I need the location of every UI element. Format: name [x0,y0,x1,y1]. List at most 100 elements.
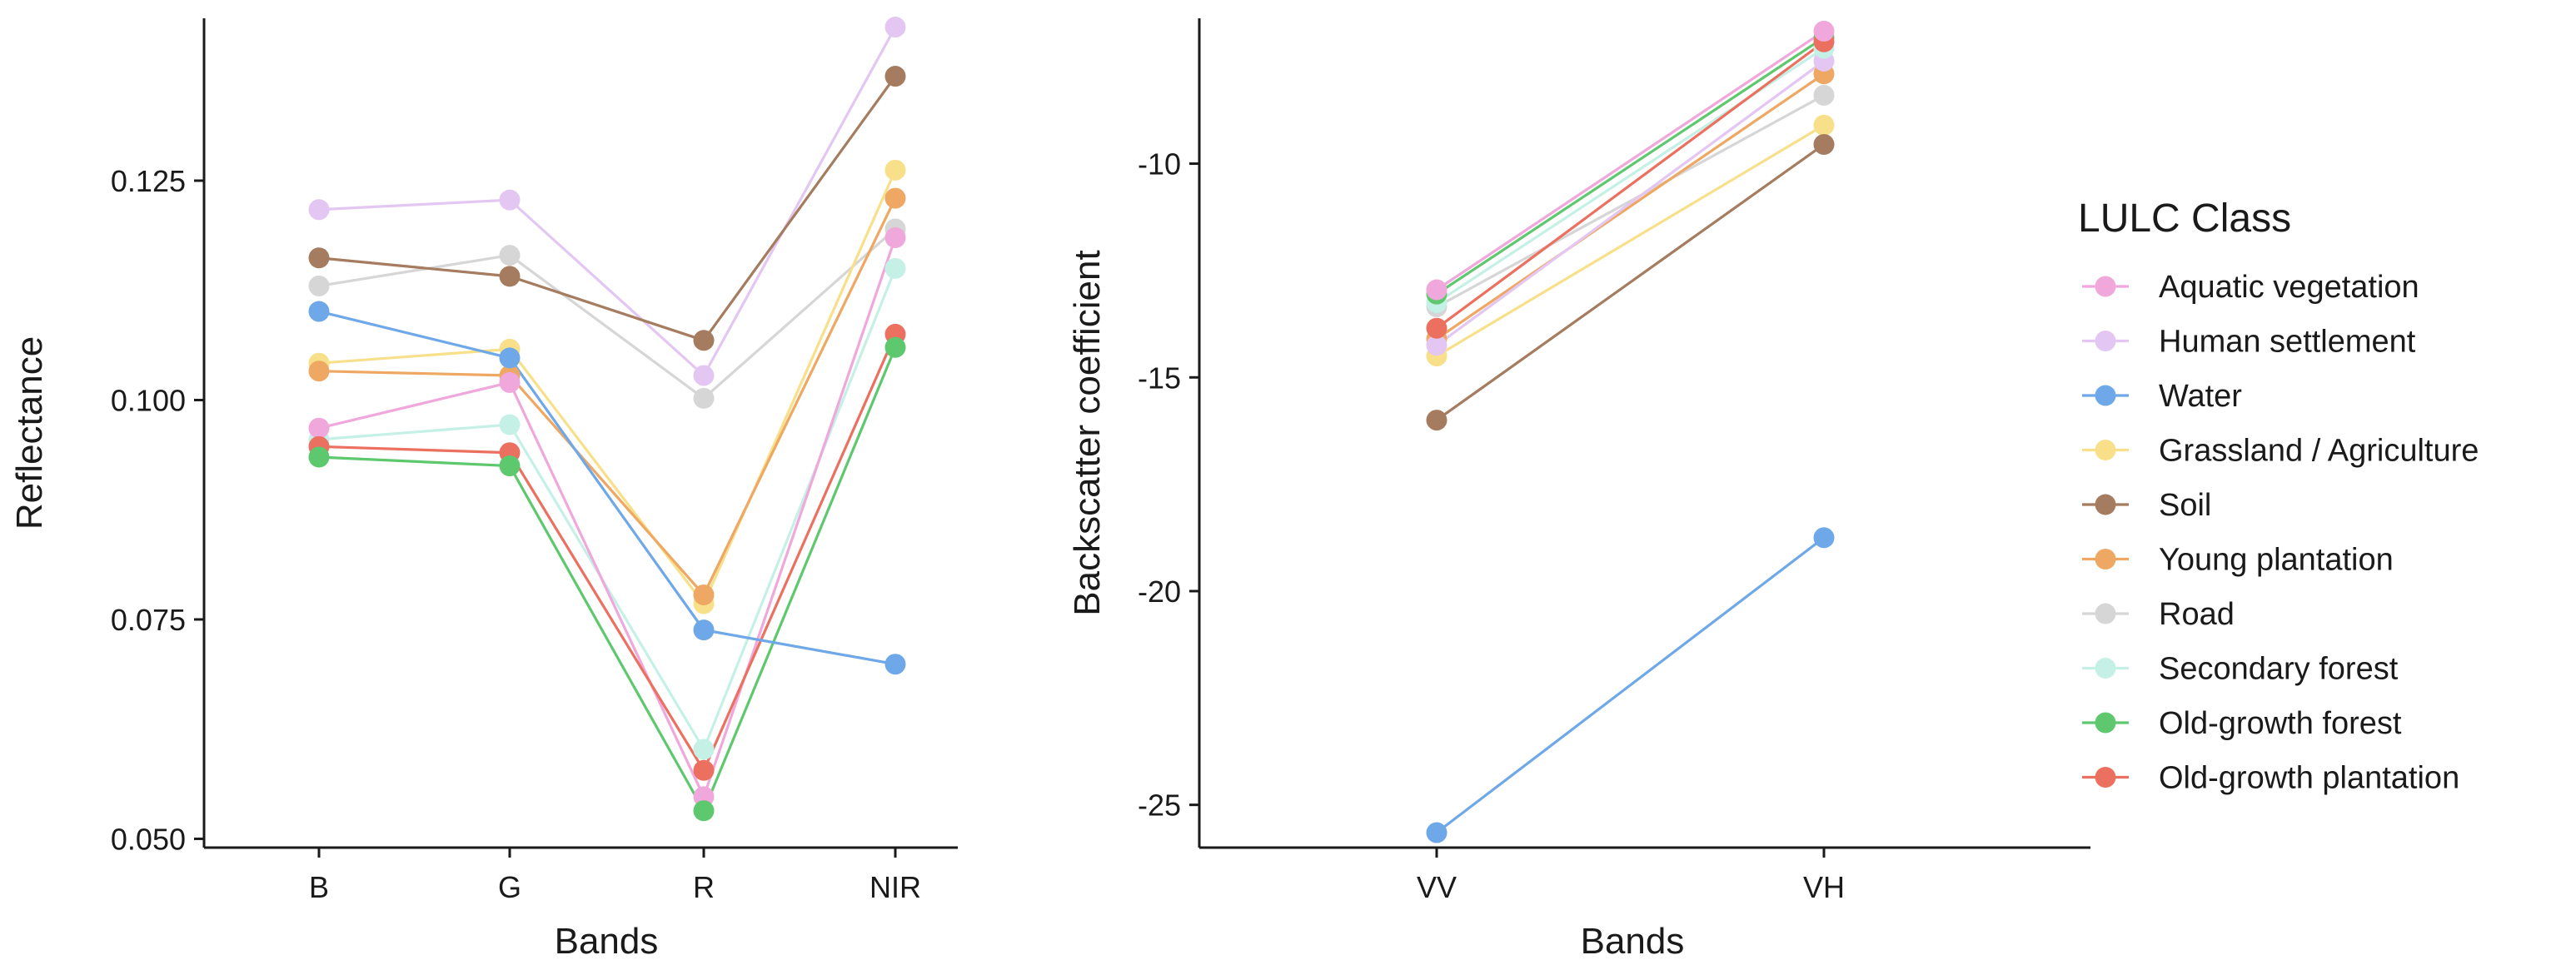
reflectance-point-aquatic-vegetation-b [308,417,330,439]
legend-key-point-old-growth-plantation [2095,767,2116,788]
legend-label-road: Road [2159,597,2235,632]
reflectance-point-aquatic-vegetation-g [499,371,521,393]
reflectance-line-water [318,310,896,666]
reflectance-x-tick-label-nir: NIR [869,870,921,904]
backscatter-line-young-plantation [1436,72,1825,341]
legend-label-young-plantation: Young plantation [2159,543,2394,578]
legend-items: Aquatic vegetation Human settlement Water G… [2082,270,2479,796]
reflectance-line-old-growth-forest [318,346,897,814]
legend-key-point-road [2095,603,2116,624]
legend-item-water: Water [2082,379,2242,414]
legend-item-soil: Soil [2082,488,2211,523]
reflectance-line-grassland-agriculture [318,169,897,607]
backscatter-x-axis-title: Bands [1581,921,1685,962]
reflectance-point-water-r [693,619,715,641]
reflectance-point-young-plantation-b [308,361,330,382]
reflectance-point-water-nir [884,654,906,675]
reflectance-point-old-growth-forest-r [693,800,715,822]
reflectance-point-old-growth-forest-nir [884,336,906,358]
legend-label-old-growth-forest: Old-growth forest [2159,706,2402,741]
legend-title: LULC Class [2078,196,2291,241]
reflectance-point-human-settlement-nir [884,17,906,38]
reflectance-line-human-settlement [318,26,897,378]
reflectance-point-soil-b [308,247,330,269]
reflectance-y-tick-label: 0.125 [111,164,186,198]
reflectance-x-ticks: B G R NIR [309,848,921,904]
backscatter-series-layer [1426,20,1835,843]
reflectance-point-young-plantation-r [693,584,715,605]
legend-label-secondary-forest: Secondary forest [2159,652,2399,687]
reflectance-line-young-plantation [318,197,897,598]
legend-item-old-growth-plantation: Old-growth plantation [2082,761,2459,796]
reflectance-line-road [318,227,897,400]
backscatter-point-old-growth-plantation-vv [1426,317,1447,339]
backscatter-point-soil-vh [1813,133,1835,155]
reflectance-point-secondary-forest-nir [884,257,906,279]
reflectance-y-ticks: 0.050 0.075 0.100 0.125 [111,164,204,856]
backscatter-point-human-settlement-vv [1426,335,1447,356]
backscatter-point-water-vv [1426,822,1447,843]
reflectance-panel: 0.050 0.075 0.100 0.125 B G R NIR Bands Reflec… [9,17,958,962]
backscatter-point-soil-vv [1426,410,1447,431]
reflectance-series-layer [308,17,906,822]
backscatter-line-aquatic-vegetation [1436,30,1825,291]
backscatter-point-aquatic-vegetation-vh [1813,20,1835,42]
backscatter-x-tick-label-vh: VH [1803,870,1845,904]
backscatter-point-aquatic-vegetation-vv [1426,279,1447,301]
legend-label-soil: Soil [2159,488,2211,523]
reflectance-point-soil-nir [884,66,906,87]
reflectance-point-water-g [499,347,521,369]
backscatter-y-tick-label: -20 [1138,575,1181,609]
legend-key-point-water [2095,385,2116,406]
reflectance-point-secondary-forest-r [693,739,715,760]
legend-item-human-settlement: Human settlement [2082,325,2416,360]
reflectance-point-old-growth-plantation-r [693,759,715,781]
reflectance-point-young-plantation-nir [884,187,906,209]
backscatter-point-road-vh [1813,84,1835,106]
backscatter-x-ticks: VV VH [1417,848,1845,904]
backscatter-point-water-vh [1813,527,1835,549]
legend-item-old-growth-forest: Old-growth forest [2082,706,2402,741]
reflectance-line-aquatic-vegetation [318,236,897,801]
reflectance-point-soil-g [499,266,521,287]
backscatter-line-water [1436,536,1825,834]
reflectance-y-tick-label: 0.075 [111,603,186,637]
reflectance-point-road-b [308,275,330,296]
backscatter-y-tick-label: -10 [1138,147,1181,182]
reflectance-y-axis-title: Reflectance [9,336,50,530]
reflectance-x-tick-label-g: G [498,870,521,904]
reflectance-point-human-settlement-b [308,199,330,221]
lulc-legend: LULC Class Aquatic vegetation Human settl… [2078,196,2479,796]
reflectance-y-tick-label: 0.100 [111,383,186,417]
reflectance-y-tick-label: 0.050 [111,822,186,856]
reflectance-point-aquatic-vegetation-nir [884,226,906,248]
legend-item-road: Road [2082,597,2235,632]
backscatter-panel: -25 -20 -15 -10 VV VH Bands Backscatter coef… [1067,18,2090,962]
reflectance-point-human-settlement-r [693,365,715,386]
backscatter-y-tick-label: -15 [1138,361,1181,395]
legend-label-water: Water [2159,379,2242,414]
reflectance-line-soil [318,75,897,342]
legend-item-secondary-forest: Secondary forest [2082,652,2399,687]
legend-key-point-secondary-forest [2095,658,2116,679]
reflectance-point-soil-r [693,330,715,351]
reflectance-point-secondary-forest-g [499,414,521,435]
reflectance-point-human-settlement-g [499,189,521,211]
legend-label-aquatic-vegetation: Aquatic vegetation [2159,270,2419,305]
backscatter-line-old-growth-plantation [1436,40,1825,330]
backscatter-point-grassland-agriculture-vh [1813,114,1835,136]
legend-key-point-human-settlement [2095,331,2116,351]
legend-item-grassland-agriculture: Grassland / Agriculture [2082,434,2479,469]
legend-label-old-growth-plantation: Old-growth plantation [2159,761,2459,796]
backscatter-line-soil [1436,143,1825,421]
backscatter-y-ticks: -25 -20 -15 -10 [1138,147,1199,823]
legend-key-point-old-growth-forest [2095,712,2116,734]
backscatter-line-grassland-agriculture [1436,123,1825,357]
legend-key-point-soil [2095,494,2116,515]
reflectance-point-road-r [693,387,715,409]
reflectance-x-tick-label-r: R [693,870,715,904]
backscatter-y-axis-title: Backscatter coefficient [1067,250,1108,615]
legend-label-human-settlement: Human settlement [2159,325,2416,360]
legend-item-aquatic-vegetation: Aquatic vegetation [2082,270,2419,305]
